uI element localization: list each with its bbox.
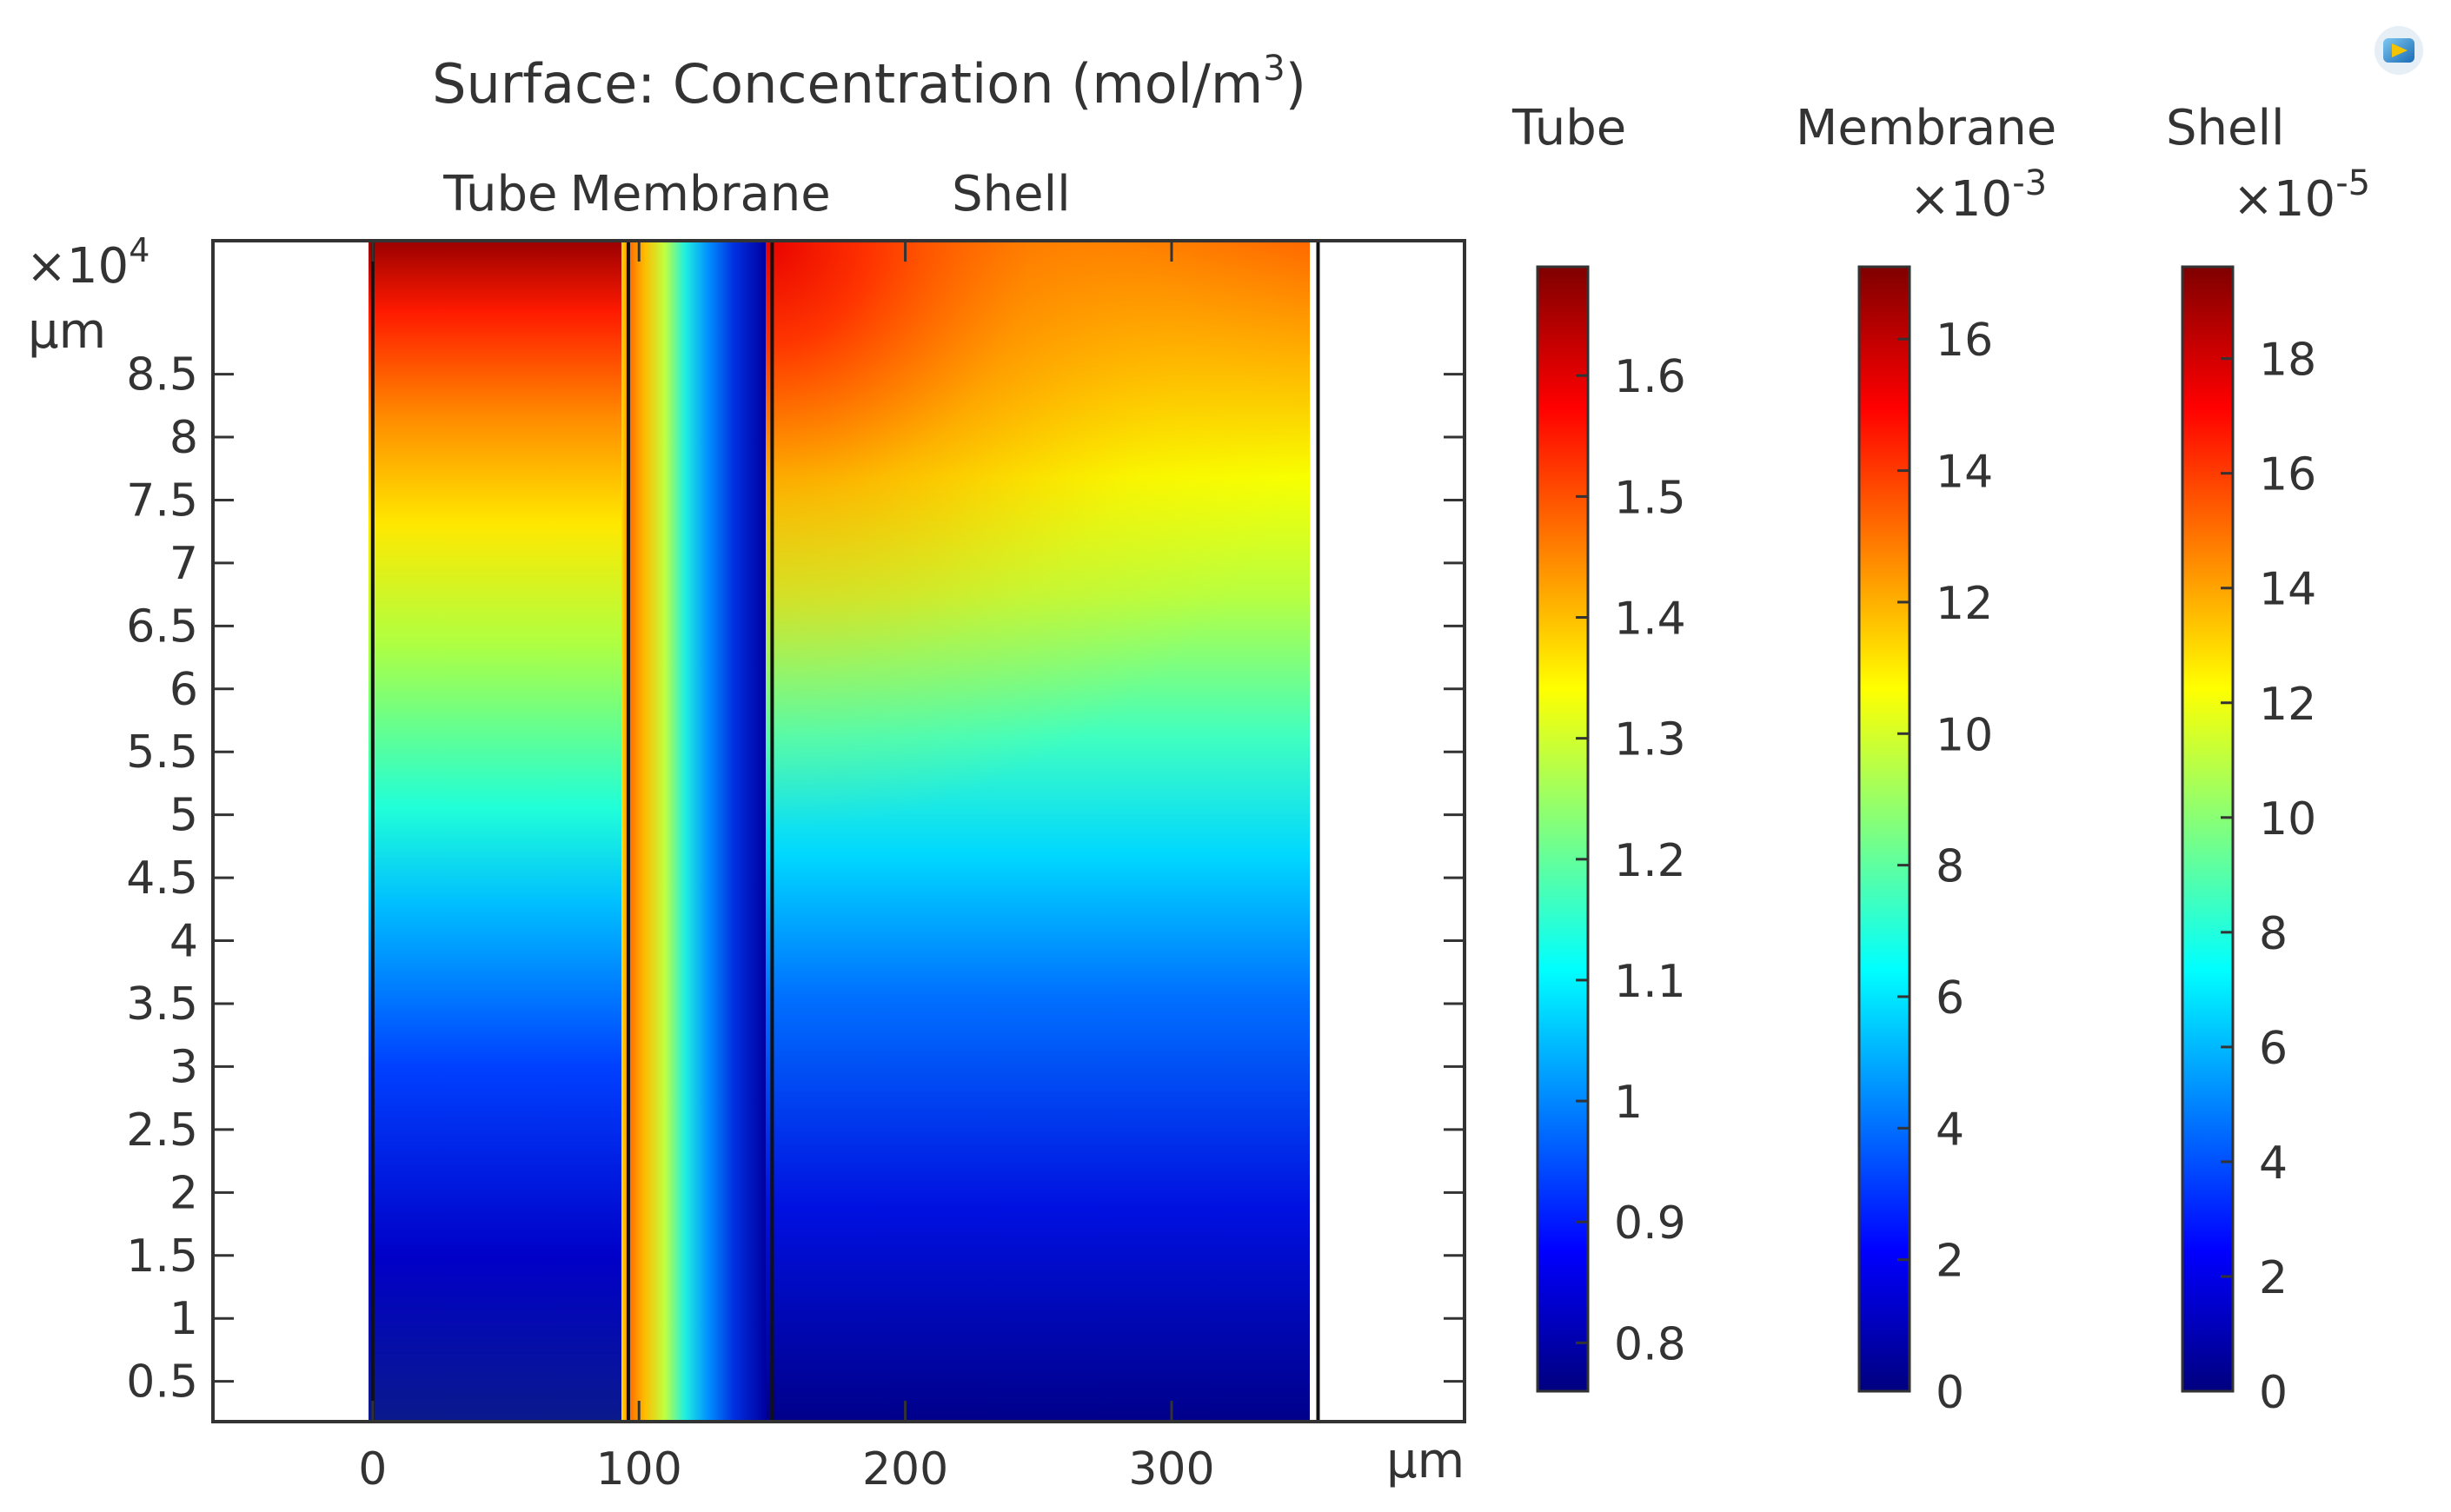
colorbar-tick-label: 1.5 [1614, 472, 1686, 524]
colorbar-tick-label: 0.8 [1614, 1318, 1686, 1370]
y-tick-label: 5 [169, 790, 198, 842]
plot-area: 0 100 200 300 0.5 1 1.5 2 2.5 3 3.5 4 4.5 5 5.5 6 6.5 7 7… [126, 239, 1466, 1495]
y-tick-label: 8 [169, 412, 198, 464]
y-tick-label: 5.5 [126, 726, 198, 779]
x-axis-ticks: 0 100 200 300 [358, 241, 1215, 1495]
y-axis-unit: μm [28, 303, 106, 360]
colorbar-tick-label: 14 [1936, 447, 1993, 499]
y-tick-label: 8.5 [126, 349, 198, 401]
y-tick-label: 6.5 [126, 600, 198, 653]
colorbar-tick-label: 14 [2259, 564, 2316, 616]
colorbar-tick-label: 18 [2259, 335, 2316, 387]
colorbar-gradient [1536, 265, 1590, 1393]
colorbars: Tube 0.8 0.9 1 1.1 1.2 1.3 1.4 1.5 1.6 Membrane ×10… [1511, 100, 2370, 1419]
colorbar-membrane: Membrane ×10-3 0 2 4 6 8 10 12 14 16 [1796, 100, 2056, 1419]
colorbar-tick-label: 12 [2259, 679, 2316, 731]
colorbar-tick-label: 1 [1614, 1077, 1643, 1129]
colorbar-gradient [1857, 265, 1911, 1393]
region-labels: Tube Membrane Shell [442, 166, 1070, 222]
colorbar-multiplier: ×10-3 [1910, 163, 2047, 228]
domain-boundaries [370, 241, 1320, 1422]
colorbar-tick-label: 0.9 [1614, 1197, 1686, 1250]
y-tick-label: 6 [169, 664, 198, 716]
colorbar-title: Membrane [1796, 100, 2056, 156]
membrane-domain-fill [621, 241, 766, 1422]
colorbar-shell: Shell ×10-5 0 2 4 6 8 10 12 14 16 18 [2166, 100, 2370, 1419]
colorbar-tube: Tube 0.8 0.9 1 1.1 1.2 1.3 1.4 1.5 1.6 [1511, 100, 1686, 1393]
y-tick-label: 1 [169, 1293, 198, 1345]
region-label-membrane: Membrane [570, 166, 831, 222]
y-tick-label: 4 [169, 916, 198, 968]
y-tick-label: 4.5 [126, 852, 198, 905]
colorbar-tick-label: 4 [1936, 1104, 1964, 1156]
colorbar-tick-label: 1.3 [1614, 714, 1686, 766]
colorbar-tick-label: 2 [2259, 1252, 2288, 1304]
y-tick-label: 2.5 [126, 1104, 198, 1157]
colorbar-tick-label: 1.4 [1614, 594, 1686, 646]
y-tick-label: 7.5 [126, 474, 198, 527]
colorbar-tick-label: 0 [2259, 1367, 2288, 1419]
colorbar-gradient [2181, 265, 2235, 1393]
colorbar-multiplier: ×10-5 [2233, 163, 2370, 228]
colorbar-title: Tube [1511, 100, 1626, 156]
comsol-logo-icon [2375, 26, 2423, 75]
colorbar-tick-label: 10 [2259, 793, 2316, 846]
colorbar-title: Shell [2166, 100, 2285, 156]
colorbar-tick-label: 6 [2259, 1023, 2288, 1075]
tube-domain-fill [369, 241, 621, 1422]
colorbar-tick-label: 10 [1936, 709, 1993, 761]
colorbar-tick-label: 16 [2259, 449, 2316, 501]
chart-title: Surface: Concentration (mol/m3) [432, 49, 1306, 116]
x-tick-label: 300 [1128, 1443, 1214, 1495]
colorbar-tick-label: 1.6 [1614, 351, 1686, 403]
colorbar-tick-label: 1.2 [1614, 835, 1686, 887]
y-axis-ticks: 0.5 1 1.5 2 2.5 3 3.5 4 4.5 5 5.5 6 6.5 7 7.5 8 8.5 [126, 349, 1465, 1409]
y-tick-label: 3.5 [126, 978, 198, 1031]
colorbar-tick-label: 4 [2259, 1137, 2288, 1190]
colorbar-tick-label: 1.1 [1614, 956, 1686, 1008]
y-tick-label: 2 [169, 1167, 198, 1219]
colorbar-tick-label: 6 [1936, 972, 1964, 1025]
colorbar-tick-label: 2 [1936, 1236, 1964, 1288]
y-tick-label: 7 [169, 538, 198, 590]
y-axis-multiplier: ×104 [26, 231, 149, 295]
x-tick-label: 0 [358, 1443, 387, 1495]
colorbar-tick-label: 8 [1936, 841, 1964, 893]
colorbar-tick-label: 0 [1936, 1367, 1964, 1419]
x-tick-label: 200 [862, 1443, 948, 1495]
x-tick-label: 100 [596, 1443, 682, 1495]
colorbar-tick-label: 16 [1936, 315, 1993, 367]
plot-frame [211, 239, 1466, 1423]
y-tick-label: 1.5 [126, 1230, 198, 1283]
y-tick-label: 0.5 [126, 1356, 198, 1409]
shell-hot-corner [766, 241, 1310, 1422]
colorbar-tick-label: 8 [2259, 908, 2288, 960]
x-axis-unit: μm [1386, 1433, 1465, 1489]
colorbar-tick-label: 12 [1936, 578, 1993, 630]
y-tick-label: 3 [169, 1041, 198, 1093]
region-label-tube: Tube [442, 166, 557, 222]
region-label-shell: Shell [952, 166, 1071, 222]
